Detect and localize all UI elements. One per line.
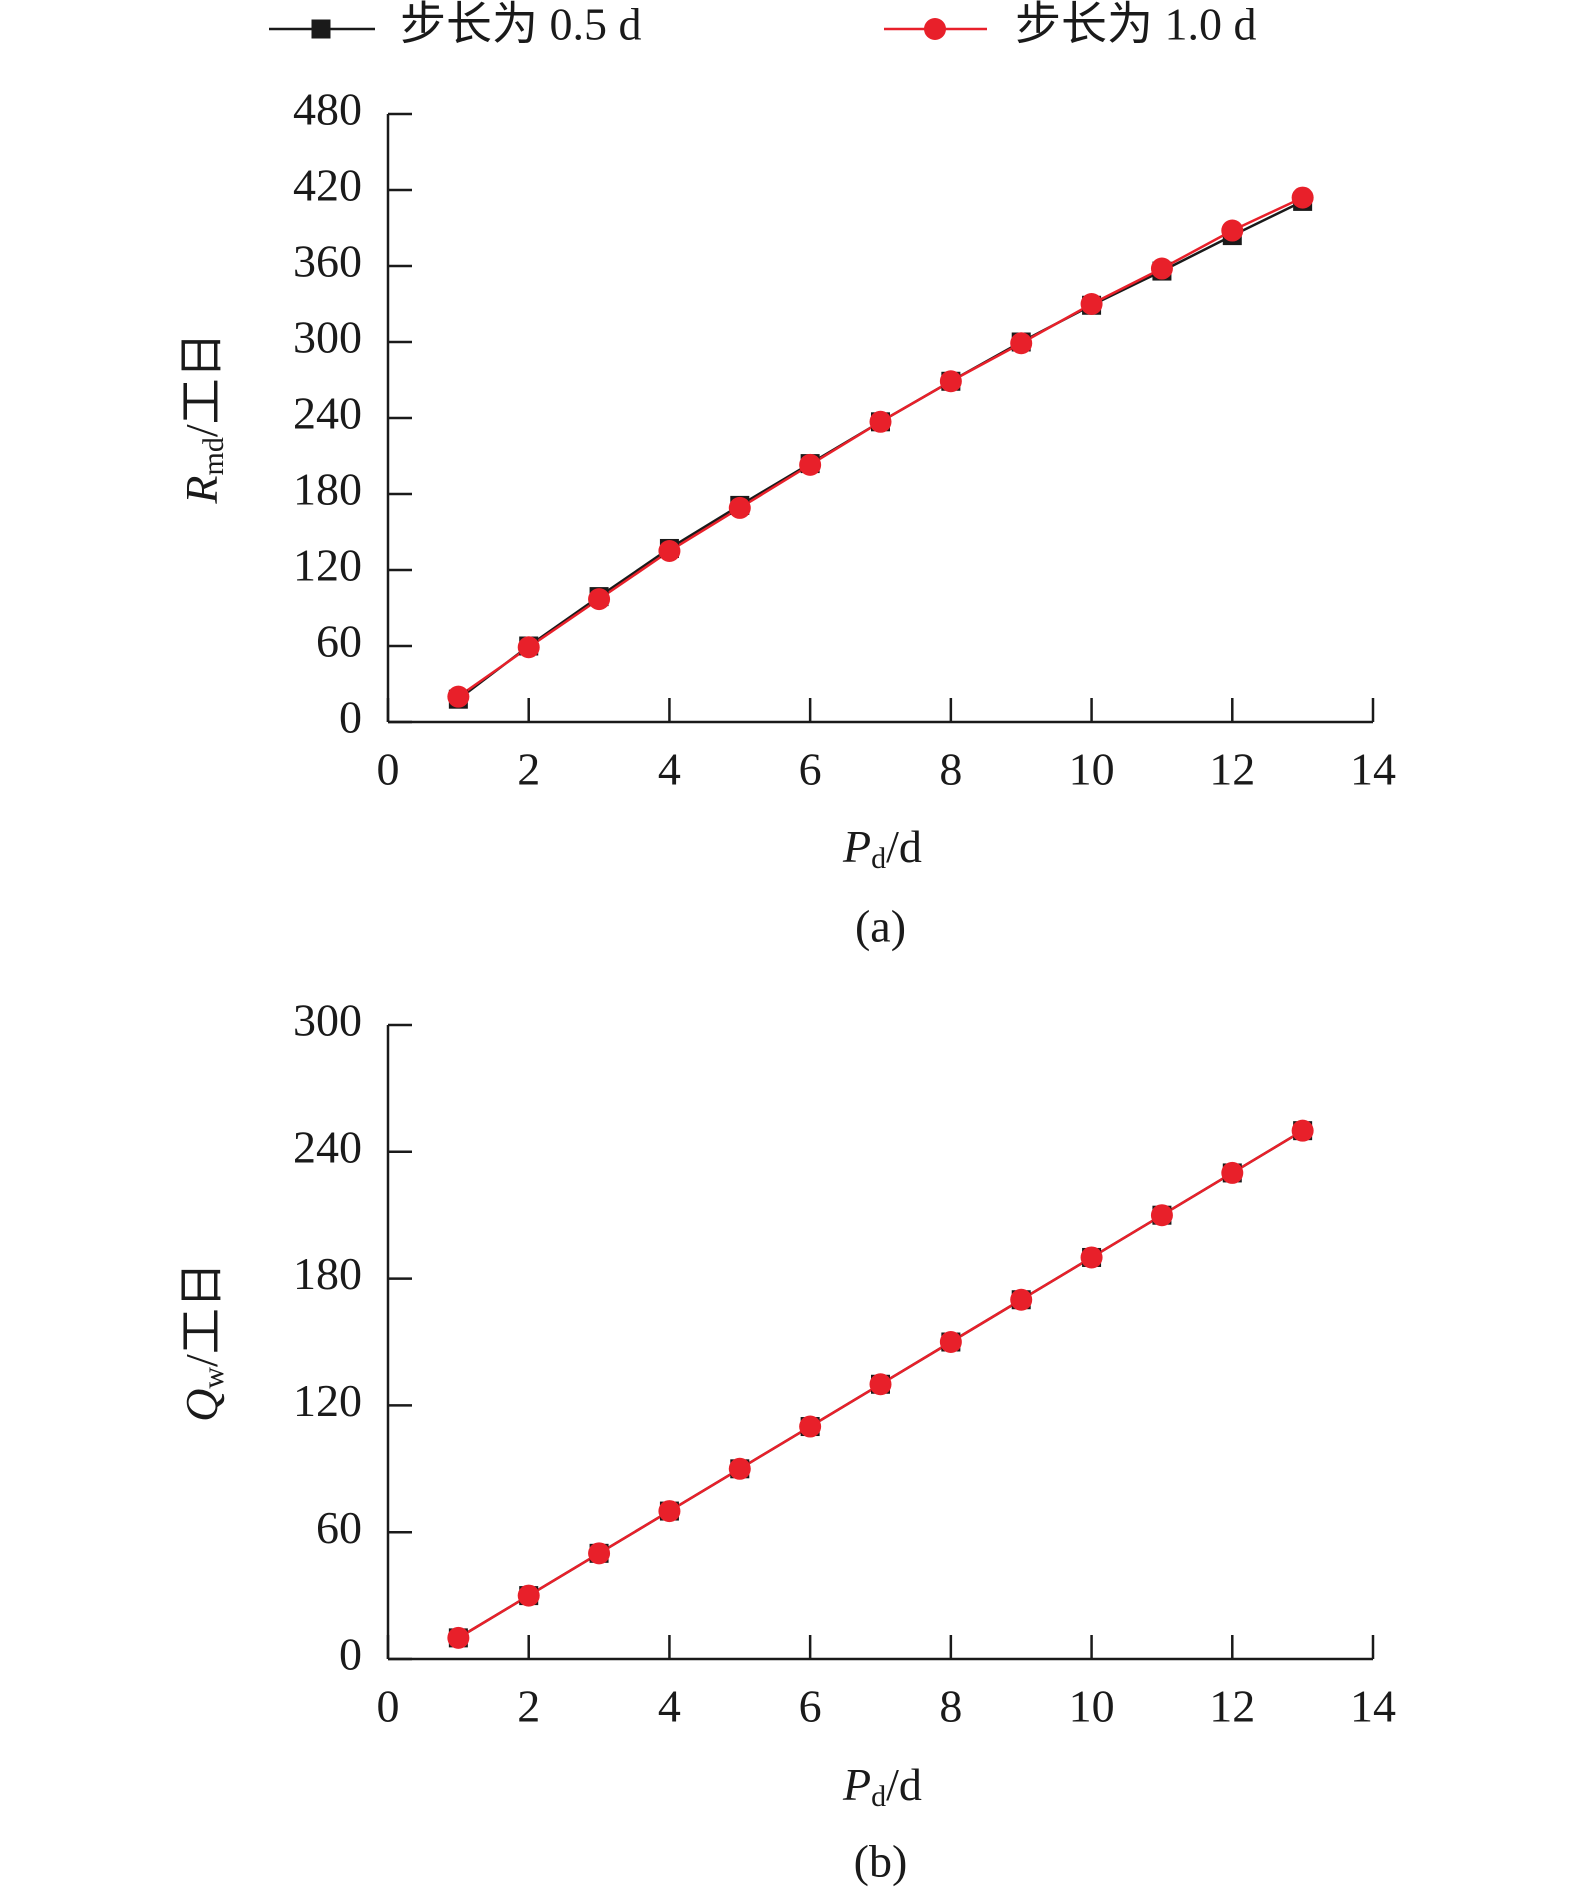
label-subscript: md [197,437,230,475]
marker [924,18,946,40]
y-axis-label: Rmd/工日 [176,332,230,504]
marker [799,1415,822,1438]
marker [869,410,892,433]
x-axis-label: Pd/d [842,1759,922,1813]
label-subscript: w [197,1367,230,1389]
x-tick-label: 4 [658,744,681,795]
y-tick-label: 120 [293,1375,362,1426]
marker [517,1584,540,1607]
marker [799,453,822,476]
marker [517,636,540,659]
x-tick-label: 14 [1350,1681,1396,1732]
y-tick-label: 300 [293,312,362,363]
y-tick-label: 180 [293,1248,362,1299]
label-subscript: d [871,1780,886,1813]
caption: (b) [854,1836,908,1887]
label-unit: /d [886,1759,922,1810]
label-unit: /工日 [176,1262,227,1367]
x-tick-label: 0 [377,1681,400,1732]
y-tick-label: 0 [339,692,362,743]
marker [588,588,611,611]
marker [1080,293,1103,315]
marker [1221,1161,1244,1184]
caption: (a) [855,901,906,952]
marker [1291,186,1314,209]
series-line [457,200,1304,701]
marker [311,19,331,39]
y-axis-label: Qw/工日 [176,1262,230,1422]
marker [1010,1288,1033,1311]
marker [588,1542,611,1565]
marker [1150,1204,1173,1227]
marker [1221,219,1244,242]
x-tick-label: 2 [517,1681,540,1732]
series-line [457,196,1304,698]
y-tick-label: 60 [316,616,362,667]
y-tick-label: 300 [293,995,362,1046]
y-tick-label: 360 [293,236,362,287]
marker [447,1626,470,1649]
label-symbol: Q [176,1389,227,1422]
x-tick-label: 8 [939,744,962,795]
x-axis-label: Pd/d [842,821,922,875]
chart: 0 60 120 180 240 300 0 2 4 6 8 10 12 14 Pd/d Qw/工日 (b) [176,995,1396,1887]
x-tick-label: 12 [1209,744,1255,795]
marker [658,540,681,562]
y-tick-label: 120 [293,540,362,591]
marker [447,685,470,708]
legend-label: 步长为 0.5 d [400,0,642,50]
x-tick-label: 10 [1069,1681,1115,1732]
chart: 0 60 120 180 240 300 360 420 480 0 2 4 6 8 10 12 14 Pd/d R… [176,84,1396,952]
marker [939,1331,962,1353]
legend: 步长为 0.5 d 步长为 1.0 d [269,0,1257,50]
y-tick-label: 480 [293,84,362,135]
x-tick-label: 8 [939,1681,962,1732]
x-tick-label: 2 [517,744,540,795]
legend-label: 步长为 1.0 d [1015,0,1257,50]
y-tick-label: 420 [293,160,362,211]
y-tick-label: 180 [293,464,362,515]
marker [728,496,751,519]
marker [728,1457,751,1480]
marker [1150,257,1173,280]
y-tick-label: 240 [293,1121,362,1172]
x-tick-label: 6 [799,1681,822,1732]
label-subscript: d [871,842,886,875]
label-unit: /d [886,821,922,872]
y-tick-label: 0 [339,1629,362,1680]
y-tick-label: 240 [293,388,362,439]
label-symbol: P [842,821,871,872]
label-symbol: P [842,1759,871,1810]
label-unit: /工日 [176,332,227,437]
x-tick-label: 12 [1209,1681,1255,1732]
marker [658,1500,681,1523]
marker [939,370,962,393]
x-tick-label: 14 [1350,744,1396,795]
label-symbol: R [176,476,227,505]
x-tick-label: 0 [377,744,400,795]
y-tick-label: 60 [316,1502,362,1553]
marker [1291,1119,1314,1142]
marker [869,1373,892,1396]
marker [1010,332,1033,355]
marker [1080,1246,1103,1269]
x-tick-label: 6 [799,744,822,795]
x-tick-label: 4 [658,1681,681,1732]
x-tick-label: 10 [1069,744,1115,795]
